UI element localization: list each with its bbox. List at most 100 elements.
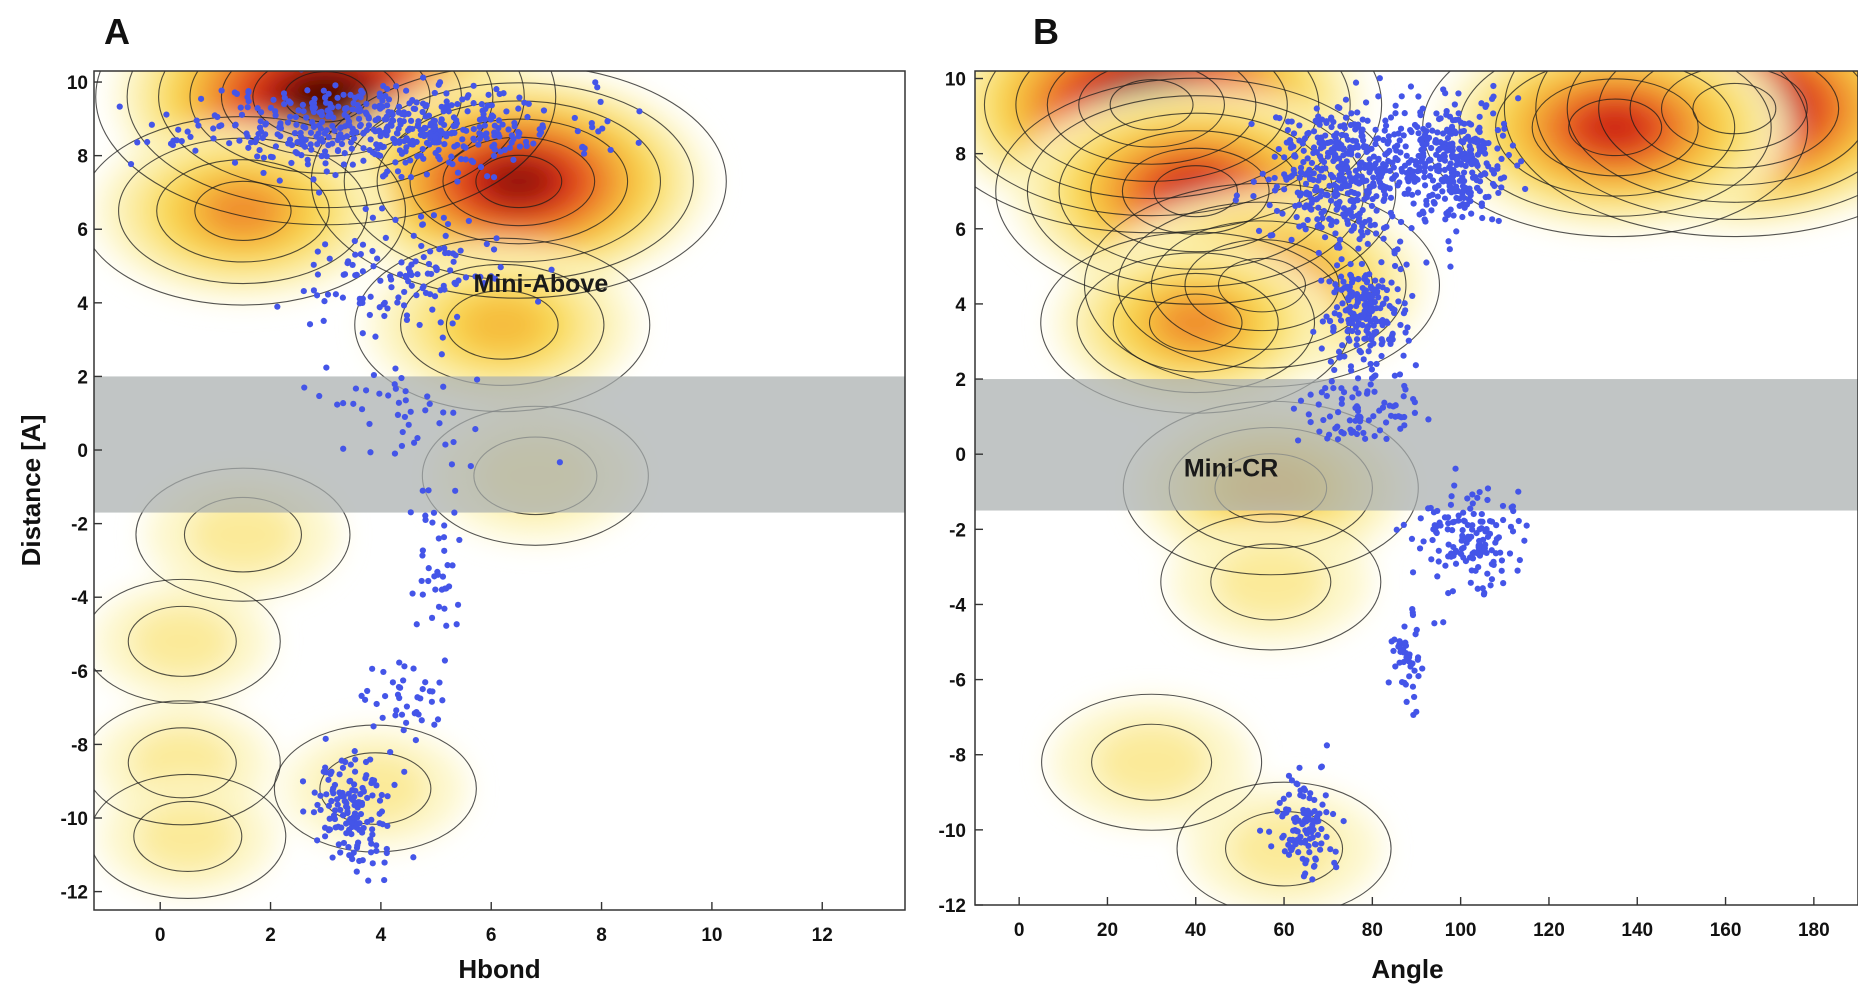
scatter-point xyxy=(1410,200,1417,207)
scatter-point xyxy=(334,94,341,101)
scatter-point xyxy=(297,133,305,140)
scatter-point xyxy=(1397,321,1404,329)
scatter-point xyxy=(1274,808,1281,815)
scatter-point xyxy=(1411,693,1418,701)
scatter-point xyxy=(1353,290,1361,298)
scatter-point xyxy=(1420,146,1427,153)
scatter-point xyxy=(1450,152,1457,160)
density-peak-level xyxy=(1214,544,1327,619)
scatter-point xyxy=(1372,126,1379,133)
scatter-point xyxy=(493,86,500,93)
scatter-point xyxy=(1488,576,1496,583)
scatter-point xyxy=(1364,117,1371,124)
scatter-point xyxy=(1397,648,1404,655)
scatter-point xyxy=(415,121,422,128)
scatter-point xyxy=(413,99,420,106)
scatter-point xyxy=(414,271,421,278)
scatter-point xyxy=(1328,123,1335,131)
scatter-point xyxy=(1451,482,1458,489)
scatter-point xyxy=(1446,187,1453,194)
scatter-point xyxy=(540,107,548,114)
scatter-point xyxy=(1479,214,1486,222)
scatter-point xyxy=(1312,856,1319,863)
scatter-point xyxy=(1320,143,1327,150)
scatter-point xyxy=(483,130,490,137)
scatter-point xyxy=(1386,167,1394,175)
scatter-point xyxy=(1383,435,1390,443)
scatter-point xyxy=(352,272,359,279)
annotation-label: Mini-CR xyxy=(1184,455,1278,483)
scatter-point xyxy=(436,679,443,686)
scatter-point xyxy=(1360,356,1367,363)
scatter-point xyxy=(358,801,366,808)
scatter-point xyxy=(1422,218,1429,225)
scatter-point xyxy=(367,836,374,843)
scatter-point xyxy=(539,124,547,131)
scatter-point xyxy=(377,277,384,284)
scatter-point xyxy=(1409,191,1416,198)
y-tick-label: -4 xyxy=(71,588,88,609)
density-peak-level xyxy=(1095,725,1208,800)
scatter-point xyxy=(1523,522,1530,529)
scatter-point xyxy=(1340,278,1347,285)
scatter-point xyxy=(1333,262,1341,269)
scatter-point xyxy=(1470,510,1477,518)
scatter-point xyxy=(1345,335,1352,342)
scatter-point xyxy=(1376,75,1383,82)
scatter-point xyxy=(1285,772,1293,779)
scatter-point xyxy=(359,241,367,248)
scatter-point xyxy=(395,683,403,691)
scatter-point xyxy=(1328,378,1335,385)
scatter-point xyxy=(1392,402,1399,409)
scatter-point xyxy=(1324,192,1331,199)
scatter-point xyxy=(373,141,380,148)
scatter-point xyxy=(1337,273,1345,280)
scatter-point xyxy=(1333,183,1340,190)
scatter-point xyxy=(1368,375,1376,382)
scatter-point xyxy=(325,776,332,783)
scatter-point xyxy=(441,547,448,554)
contour-line xyxy=(127,727,237,799)
scatter-point xyxy=(1348,188,1355,195)
scatter-point xyxy=(1483,527,1490,534)
scatter-point xyxy=(373,847,380,855)
scatter-point xyxy=(460,143,467,150)
scatter-point xyxy=(503,108,510,115)
scatter-point xyxy=(163,111,170,118)
scatter-point xyxy=(1461,518,1468,525)
scatter-point xyxy=(1324,435,1331,442)
scatter-point xyxy=(1331,143,1338,151)
scatter-point xyxy=(322,241,329,248)
scatter-point xyxy=(347,777,354,784)
scatter-point xyxy=(443,90,450,97)
scatter-point xyxy=(1446,179,1453,186)
scatter-point xyxy=(213,59,219,65)
scatter-point xyxy=(356,295,363,302)
scatter-point xyxy=(1448,493,1455,500)
scatter-point xyxy=(403,87,410,94)
scatter-point xyxy=(1354,191,1361,198)
scatter-point xyxy=(1459,213,1466,221)
x-axis-title: Angle xyxy=(1371,954,1443,984)
scatter-point xyxy=(472,425,479,433)
scatter-point xyxy=(1446,246,1453,253)
scatter-point xyxy=(1328,114,1335,121)
scatter-point xyxy=(1432,139,1439,146)
scatter-point xyxy=(1416,164,1423,171)
x-tick-label: 4 xyxy=(376,925,387,946)
scatter-point xyxy=(236,137,243,144)
scatter-point xyxy=(607,146,614,154)
scatter-point xyxy=(1316,810,1323,817)
scatter-point xyxy=(1328,221,1335,229)
scatter-point xyxy=(391,781,398,789)
scatter-point xyxy=(178,138,185,145)
scatter-point xyxy=(384,822,391,830)
scatter-point xyxy=(1293,780,1300,787)
scatter-point xyxy=(1469,169,1476,176)
scatter-point xyxy=(426,400,433,408)
scatter-point xyxy=(1442,562,1449,569)
scatter-point xyxy=(210,135,217,142)
scatter-point xyxy=(430,117,437,124)
scatter-point xyxy=(1310,144,1318,151)
scatter-point xyxy=(1494,126,1502,134)
